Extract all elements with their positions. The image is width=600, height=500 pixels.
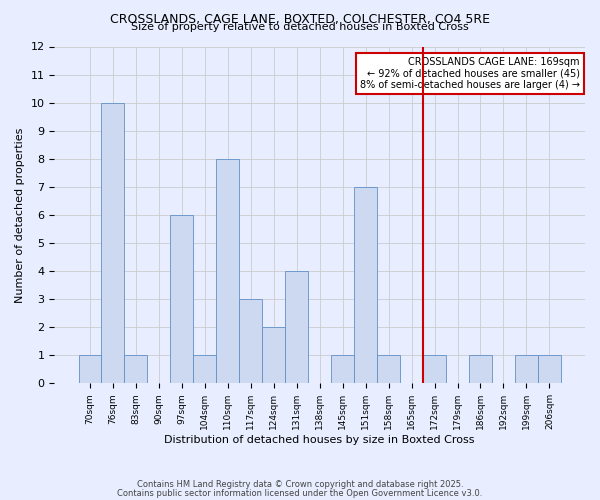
Bar [193,356,217,384]
Bar [101,102,124,384]
Bar [331,356,354,384]
Bar [354,187,377,384]
Bar [79,356,101,384]
Bar [377,356,400,384]
Bar [170,215,193,384]
X-axis label: Distribution of detached houses by size in Boxted Cross: Distribution of detached houses by size … [164,435,475,445]
Bar [423,356,446,384]
Y-axis label: Number of detached properties: Number of detached properties [15,127,25,302]
Bar [285,271,308,384]
Bar [124,356,148,384]
Text: Contains HM Land Registry data © Crown copyright and database right 2025.: Contains HM Land Registry data © Crown c… [137,480,463,489]
Bar [469,356,492,384]
Bar [217,159,239,384]
Text: Size of property relative to detached houses in Boxted Cross: Size of property relative to detached ho… [131,22,469,32]
Bar [538,356,561,384]
Text: CROSSLANDS, CAGE LANE, BOXTED, COLCHESTER, CO4 5RE: CROSSLANDS, CAGE LANE, BOXTED, COLCHESTE… [110,12,490,26]
Text: CROSSLANDS CAGE LANE: 169sqm
← 92% of detached houses are smaller (45)
8% of sem: CROSSLANDS CAGE LANE: 169sqm ← 92% of de… [359,56,580,90]
Text: Contains public sector information licensed under the Open Government Licence v3: Contains public sector information licen… [118,488,482,498]
Bar [239,299,262,384]
Bar [262,327,285,384]
Bar [515,356,538,384]
